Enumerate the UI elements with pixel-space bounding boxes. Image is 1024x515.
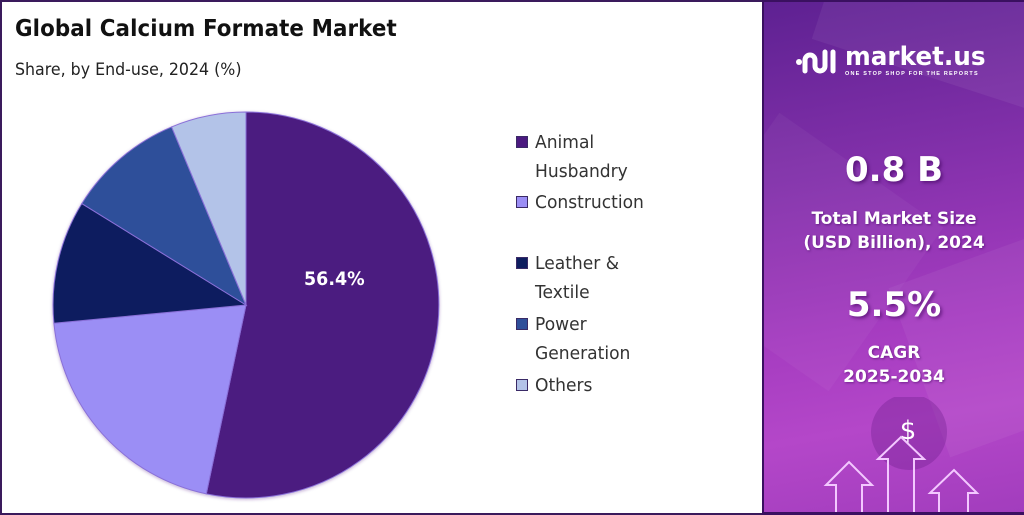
market-size-label-line2: (USD Billion), 2024 bbox=[803, 233, 985, 253]
summary-panel: market.us ONE STOP SHOP FOR THE REPORTS … bbox=[762, 0, 1024, 515]
pie-slice-leather-textile bbox=[52, 202, 248, 324]
legend-swatch bbox=[516, 136, 528, 148]
arrow-up-icon bbox=[823, 435, 980, 512]
legend-label-line2: Textile bbox=[535, 282, 590, 303]
legend-label-line2: Husbandry bbox=[535, 161, 628, 182]
pie-data-label: 56.4% bbox=[304, 268, 365, 290]
legend-swatch bbox=[516, 318, 528, 330]
legend-swatch bbox=[516, 379, 528, 391]
pie-slice-power-generation bbox=[81, 126, 248, 307]
legend-label: Power bbox=[535, 314, 587, 335]
market-size-value: 0.8 B bbox=[845, 150, 943, 190]
pie-slice-others bbox=[170, 111, 247, 306]
legend-label: Leather & bbox=[535, 253, 620, 274]
brand-name: market.us bbox=[845, 42, 986, 72]
legend-label: Construction bbox=[535, 192, 644, 213]
market-size-label: Total Market Size (USD Billion), 2024 bbox=[764, 207, 1024, 255]
chart-title: Global Calcium Formate Market bbox=[15, 16, 397, 42]
chart-subtitle: Share, by End-use, 2024 (%) bbox=[15, 60, 242, 80]
cagr-value: 5.5% bbox=[846, 285, 942, 325]
legend-item-others: Others bbox=[516, 372, 596, 400]
pie-slice-animal-husbandry bbox=[205, 111, 440, 499]
dollar-icon: $ bbox=[900, 416, 917, 446]
coin-circle-icon bbox=[871, 397, 947, 470]
pie-slice-construction bbox=[53, 304, 247, 495]
brand-tagline: ONE STOP SHOP FOR THE REPORTS bbox=[845, 71, 979, 77]
legend-swatch bbox=[516, 196, 528, 208]
legend-item-construction: Construction bbox=[516, 189, 650, 217]
pie-chart bbox=[52, 111, 440, 499]
legend-label: Animal bbox=[535, 132, 595, 153]
legend-item-leather-textile: Leather & Textile bbox=[516, 250, 624, 307]
growth-arrows-illustration: $ bbox=[823, 397, 980, 512]
cagr-label: CAGR 2025-2034 bbox=[764, 341, 1024, 389]
cagr-label-line1: CAGR bbox=[867, 343, 921, 363]
legend-item-animal-husbandry: Animal Husbandry bbox=[516, 129, 633, 186]
market-us-logo-icon bbox=[796, 49, 836, 74]
brand-logo: market.us ONE STOP SHOP FOR THE REPORTS bbox=[795, 44, 993, 78]
cagr-label-line2: 2025-2034 bbox=[843, 367, 945, 387]
market-size-label-line1: Total Market Size bbox=[811, 209, 977, 229]
legend-item-power-generation: Power Generation bbox=[516, 311, 635, 368]
legend-label-line2: Generation bbox=[535, 343, 631, 364]
legend-label: Others bbox=[535, 375, 593, 396]
legend-swatch bbox=[516, 257, 528, 269]
